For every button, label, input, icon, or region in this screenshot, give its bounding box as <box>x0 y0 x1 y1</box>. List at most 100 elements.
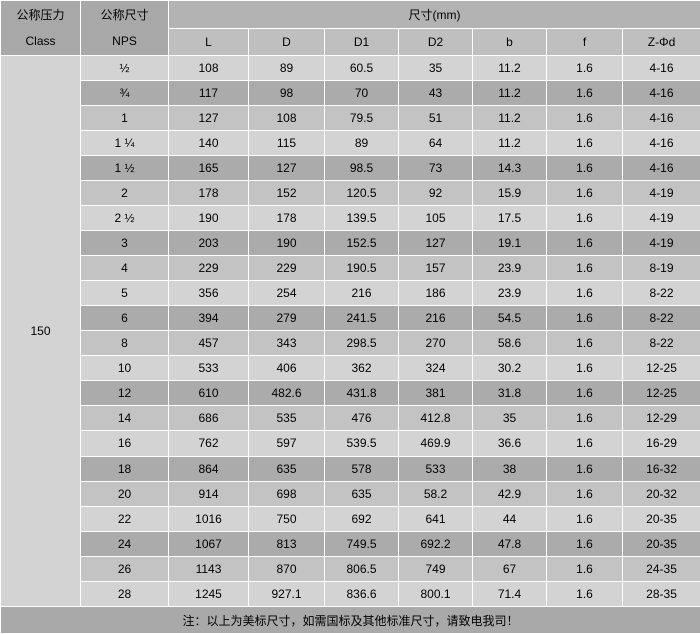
dim-value-cell: 127 <box>168 105 249 132</box>
table-row: 22 1016 750 692 641 44 1.6 20-35 <box>1 505 700 532</box>
nps-cell: 8 <box>80 330 169 357</box>
header-col-Zd: Z-Φd <box>621 28 700 56</box>
dim-value-cell: 36.6 <box>472 430 547 457</box>
dim-value-cell: 836.6 <box>324 580 399 608</box>
dim-value-cell: 4-19 <box>621 205 700 232</box>
dim-value-cell: 108 <box>248 105 325 132</box>
dim-value-cell: 641 <box>398 505 473 532</box>
dim-value-cell: 870 <box>248 555 325 582</box>
dim-value-cell: 1.6 <box>546 405 623 432</box>
dim-value-cell: 28-35 <box>621 580 700 608</box>
table-row: 20 914 698 635 58.2 42.9 1.6 20-32 <box>1 480 700 507</box>
dim-value-cell: 12-25 <box>621 380 700 407</box>
class-value-cell: 150 <box>0 55 81 607</box>
dim-value-cell: 1.6 <box>546 355 623 382</box>
dim-value-cell: 394 <box>168 305 249 332</box>
dim-value-cell: 469.9 <box>398 430 473 457</box>
dim-value-cell: 1.6 <box>546 380 623 407</box>
dim-value-cell: 51 <box>398 105 473 132</box>
table-row: 6 394 279 241.5 216 54.5 1.6 8-22 <box>1 305 700 332</box>
dim-value-cell: 152 <box>248 180 325 207</box>
dim-value-cell: 533 <box>398 455 473 482</box>
table-row: 16 762 597 539.5 469.9 36.6 1.6 16-29 <box>1 430 700 457</box>
table-row: 150 ½ 108 89 60.5 35 11.2 1.6 4-16 <box>0 54 700 607</box>
nps-cell: 2 ½ <box>80 205 169 232</box>
dim-value-cell: 4-16 <box>621 54 700 82</box>
dim-value-cell: 16-29 <box>621 430 700 457</box>
dim-value-cell: 800.1 <box>398 580 473 608</box>
table-row: 10 533 406 362 324 30.2 1.6 12-25 <box>1 355 700 382</box>
dim-value-cell: 1.6 <box>546 205 623 232</box>
dim-value-cell: 578 <box>324 455 399 482</box>
dim-value-cell: 35 <box>472 405 547 432</box>
dim-value-cell: 64 <box>398 130 473 157</box>
header-size-nps: 公称尺寸 NPS <box>80 0 169 56</box>
dim-value-cell: 190.5 <box>324 255 399 282</box>
dim-value-cell: 24-35 <box>621 555 700 582</box>
dim-value-cell: 20-32 <box>621 480 700 507</box>
dim-value-cell: 115 <box>248 130 325 157</box>
dim-value-cell: 71.4 <box>472 580 547 608</box>
header-col-D2: D2 <box>398 28 473 56</box>
dim-value-cell: 1.6 <box>546 480 623 507</box>
dim-value-cell: 1.6 <box>546 580 623 608</box>
dim-value-cell: 35 <box>398 54 473 82</box>
dim-value-cell: 17.5 <box>472 205 547 232</box>
dim-value-cell: 108 <box>168 54 249 82</box>
dim-value-cell: 1.6 <box>546 305 623 332</box>
dim-value-cell: 381 <box>398 380 473 407</box>
dim-value-cell: 44 <box>472 505 547 532</box>
dim-value-cell: 1.6 <box>546 430 623 457</box>
dim-value-cell: 20-35 <box>621 530 700 557</box>
dim-value-cell: 127 <box>248 155 325 182</box>
table-row: 1 ½ 165 127 98.5 73 14.3 1.6 4-16 <box>1 155 700 182</box>
dim-value-cell: 1.6 <box>546 555 623 582</box>
dim-value-cell: 229 <box>168 255 249 282</box>
dim-value-cell: 11.2 <box>472 54 547 82</box>
dim-value-cell: 15.9 <box>472 180 547 207</box>
table-row: 3 203 190 152.5 127 19.1 1.6 4-19 <box>1 230 700 257</box>
dim-value-cell: 157 <box>398 255 473 282</box>
dim-value-cell: 298.5 <box>324 330 399 357</box>
dim-value-cell: 270 <box>398 330 473 357</box>
nps-cell: 6 <box>80 305 169 332</box>
header-pressure-label-cn: 公称压力 <box>16 8 65 22</box>
nps-cell: 26 <box>80 555 169 582</box>
dim-value-cell: 89 <box>248 54 325 82</box>
dim-value-cell: 4-16 <box>621 155 700 182</box>
dim-value-cell: 60.5 <box>324 54 399 82</box>
dim-value-cell: 203 <box>168 230 249 257</box>
dim-value-cell: 610 <box>168 380 249 407</box>
dim-value-cell: 698 <box>248 480 325 507</box>
dim-value-cell: 362 <box>324 355 399 382</box>
header-row-top: 公称压力 Class 公称尺寸 NPS 尺寸(mm) <box>0 0 700 56</box>
dim-value-cell: 1.6 <box>546 330 623 357</box>
dim-value-cell: 79.5 <box>324 105 399 132</box>
dim-value-cell: 73 <box>398 155 473 182</box>
dim-value-cell: 1143 <box>168 555 249 582</box>
dim-value-cell: 38 <box>472 455 547 482</box>
table-row: 8 457 343 298.5 270 58.6 1.6 8-22 <box>1 330 700 357</box>
nps-cell: ½ <box>80 54 169 82</box>
nps-cell: 3 <box>80 230 169 257</box>
header-size-label-cn: 公称尺寸 <box>100 8 149 22</box>
table-header: 公称压力 Class 公称尺寸 NPS 尺寸(mm) L D D1 D2 b f… <box>0 0 700 56</box>
table-row: 18 864 635 578 533 38 1.6 16-32 <box>1 455 700 482</box>
dim-value-cell: 1.6 <box>546 505 623 532</box>
dim-value-cell: 190 <box>248 230 325 257</box>
header-col-D1: D1 <box>324 28 399 56</box>
dim-value-cell: 686 <box>168 405 249 432</box>
dim-value-cell: 813 <box>248 530 325 557</box>
dim-value-cell: 30.2 <box>472 355 547 382</box>
dim-value-cell: 23.9 <box>472 255 547 282</box>
dim-value-cell: 139.5 <box>324 205 399 232</box>
table-row: 12 610 482.6 431.8 381 31.8 1.6 12-25 <box>1 380 700 407</box>
dim-value-cell: 229 <box>248 255 325 282</box>
dim-value-cell: 254 <box>248 280 325 307</box>
nps-cell: 5 <box>80 280 169 307</box>
dim-value-cell: 58.2 <box>398 480 473 507</box>
dim-value-cell: 120.5 <box>324 180 399 207</box>
dim-value-cell: 70 <box>324 80 399 107</box>
dim-value-cell: 23.9 <box>472 280 547 307</box>
dim-value-cell: 476 <box>324 405 399 432</box>
